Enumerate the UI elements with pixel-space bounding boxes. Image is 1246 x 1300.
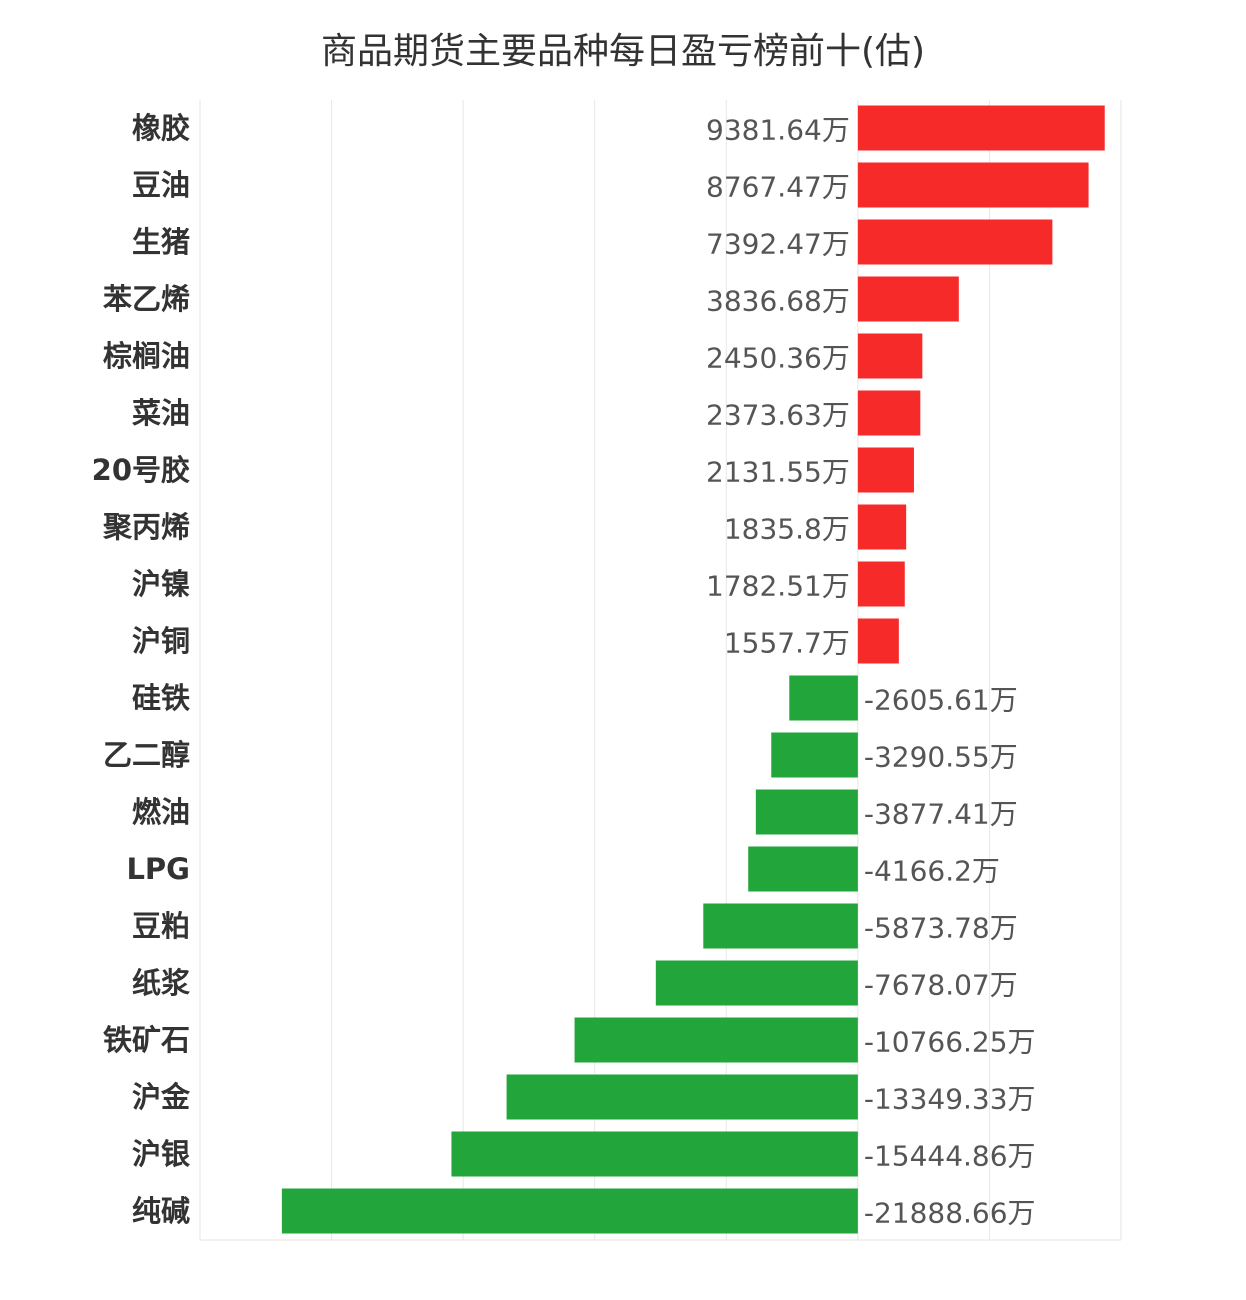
bar [857, 618, 899, 664]
value-label: -7678.07万 [864, 969, 1018, 1002]
bar [857, 447, 914, 493]
category-label: 沪镍 [132, 567, 190, 601]
bar [506, 1074, 858, 1120]
value-label: -21888.66万 [864, 1197, 1036, 1230]
category-label: 菜油 [132, 396, 190, 430]
bar [703, 903, 858, 949]
bar [771, 732, 858, 778]
value-label: 2131.55万 [706, 456, 850, 489]
category-label: 沪银 [132, 1137, 190, 1171]
value-label: -15444.86万 [864, 1140, 1036, 1173]
category-label: 苯乙烯 [103, 282, 190, 316]
value-label: -3877.41万 [864, 798, 1018, 831]
value-label: 1557.7万 [724, 627, 850, 660]
bar [857, 390, 921, 436]
category-label: 聚丙烯 [102, 510, 190, 544]
category-label: 豆油 [132, 168, 190, 202]
category-label: 沪铜 [132, 624, 190, 658]
value-label: 1782.51万 [706, 570, 850, 603]
bar [857, 162, 1089, 208]
bar [655, 960, 858, 1006]
grid-lines [199, 100, 1122, 1241]
bar [857, 504, 907, 550]
value-label: -3290.55万 [864, 741, 1018, 774]
value-label: -4166.2万 [864, 855, 1000, 888]
bar [857, 219, 1053, 265]
chart-title: 商品期货主要品种每日盈亏榜前十(估) [320, 31, 926, 72]
value-label: -13349.33万 [864, 1083, 1036, 1116]
value-label: -2605.61万 [864, 684, 1018, 717]
category-label: 铁矿石 [103, 1023, 190, 1057]
category-label: 纸浆 [132, 966, 191, 1000]
category-label: 橡胶 [132, 111, 190, 145]
bar [789, 675, 858, 721]
value-label: -5873.78万 [864, 912, 1018, 945]
category-label: LPG [126, 852, 190, 886]
bar [857, 276, 959, 322]
value-label: 2373.63万 [706, 399, 850, 432]
value-label: 9381.64万 [706, 114, 850, 147]
bar [857, 105, 1105, 151]
category-label: 燃油 [132, 795, 190, 829]
category-label: 20号胶 [92, 453, 190, 487]
bar [755, 789, 858, 835]
category-label: 硅铁 [132, 681, 190, 715]
bars [281, 105, 1105, 1234]
bar [574, 1017, 858, 1063]
category-label: 沪金 [132, 1080, 191, 1114]
category-label: 豆粕 [132, 909, 190, 943]
value-label: -10766.25万 [864, 1026, 1036, 1059]
value-label: 3836.68万 [706, 285, 850, 318]
category-label: 棕榈油 [103, 339, 190, 373]
category-label: 纯碱 [132, 1194, 190, 1228]
value-label: 1835.8万 [724, 513, 850, 546]
bar [451, 1131, 858, 1177]
value-label: 7392.47万 [706, 228, 850, 261]
bar [857, 561, 905, 607]
value-label: 2450.36万 [706, 342, 850, 375]
bar [857, 333, 923, 379]
category-label: 生猪 [132, 225, 190, 259]
bar [748, 846, 858, 892]
category-label: 乙二醇 [103, 738, 190, 772]
value-label: 8767.47万 [706, 171, 850, 204]
bar [281, 1188, 858, 1234]
